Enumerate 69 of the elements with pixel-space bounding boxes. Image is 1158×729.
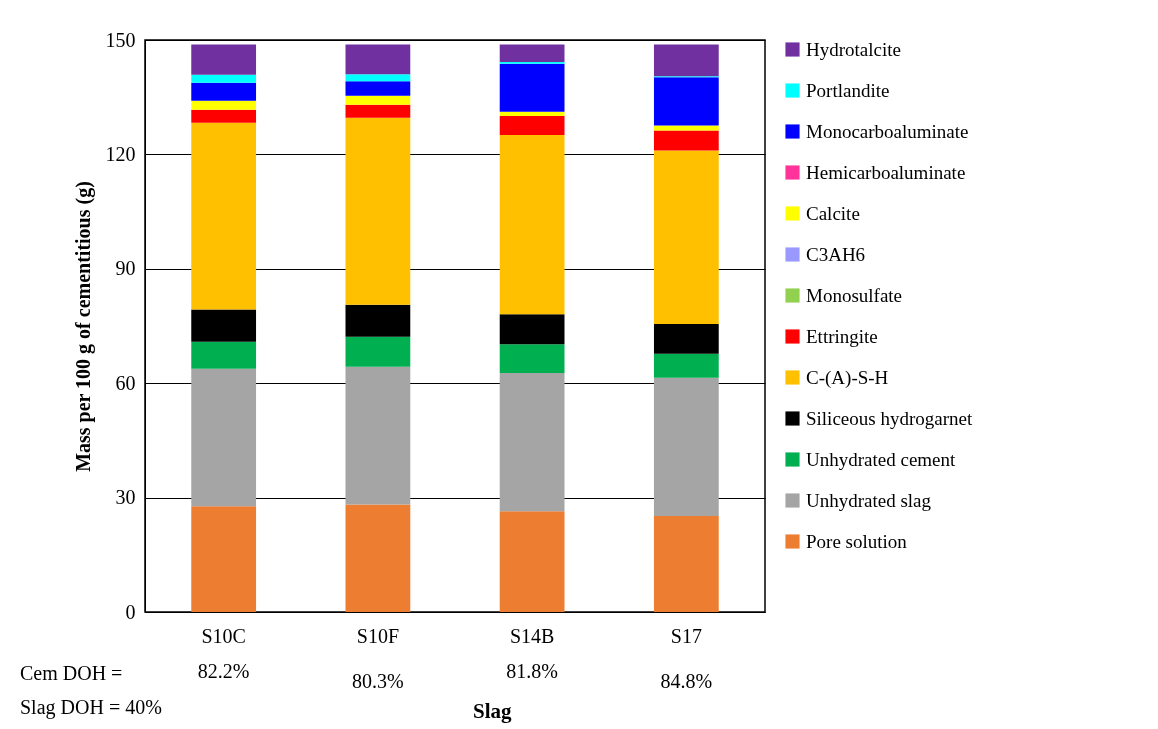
legend-label: Ettringite — [806, 325, 878, 347]
bar — [345, 104, 411, 118]
legend-label: C3AH6 — [806, 243, 866, 265]
bar — [499, 372, 565, 512]
bar — [499, 111, 565, 116]
bar — [191, 309, 257, 342]
bar — [653, 130, 719, 151]
bar — [653, 125, 719, 131]
legend-label: Pore solution — [806, 530, 908, 552]
bar — [499, 44, 565, 63]
bar — [191, 109, 257, 123]
text: Slag DOH = 40% — [20, 696, 162, 719]
bar — [653, 77, 719, 126]
bar — [191, 122, 257, 310]
bar — [345, 504, 411, 612]
legend-label: Monosulfate — [806, 284, 903, 306]
legend-label: Portlandite — [806, 79, 890, 101]
legend-label: Unhydrated cement — [806, 448, 957, 470]
bar — [345, 304, 411, 337]
bar — [345, 336, 411, 367]
x-tick-label: S10C — [201, 624, 246, 647]
bar — [345, 117, 411, 305]
y-axis-title: Mass per 100 g of cementitious (g) — [71, 181, 95, 472]
bar — [653, 377, 719, 516]
y-tick-label: 30 — [115, 486, 136, 509]
x-tick-label: S10F — [356, 624, 400, 647]
bar — [499, 511, 565, 612]
bar — [191, 74, 257, 83]
bar — [653, 515, 719, 612]
bar — [653, 44, 719, 77]
bar — [345, 44, 411, 75]
bar — [345, 366, 411, 505]
bar — [499, 134, 565, 315]
legend-label: Monocarboaluminate — [806, 120, 969, 142]
legend-label: Siliceous hydrogarnet — [806, 407, 973, 429]
bar — [345, 81, 411, 96]
bar — [499, 63, 565, 112]
bar — [345, 95, 411, 105]
bar — [345, 74, 411, 82]
bar — [499, 344, 565, 373]
y-tick-label: 120 — [105, 142, 136, 165]
text: Cem DOH = — [20, 662, 123, 684]
y-tick-label: 0 — [125, 600, 136, 623]
text: 81.8% — [506, 660, 558, 682]
bar — [191, 368, 257, 507]
legend-label: Hydrotalcite — [806, 38, 901, 60]
y-tick-label: 150 — [105, 28, 136, 51]
text: 82.2% — [197, 660, 250, 682]
legend-label: C-(A)-S-H — [806, 366, 889, 389]
y-tick-label: 60 — [115, 371, 136, 394]
bar — [499, 115, 565, 135]
text: 80.3% — [352, 670, 404, 692]
legend-label: Hemicarboaluminate — [806, 161, 966, 183]
bar — [191, 506, 257, 612]
text: 84.8% — [660, 670, 713, 692]
bar — [653, 353, 719, 378]
legend-label: Unhydrated slag — [806, 489, 932, 511]
bar — [191, 341, 257, 369]
y-tick-label: 90 — [115, 257, 136, 280]
x-tick-label: S17 — [670, 624, 702, 647]
bar — [191, 82, 257, 101]
legend-label: Calcite — [806, 202, 860, 224]
x-tick-label: S14B — [509, 624, 555, 647]
bar — [191, 100, 257, 110]
bar — [499, 314, 565, 345]
bar — [191, 44, 257, 75]
bar — [653, 150, 719, 325]
x-axis-title: Slag — [472, 699, 512, 723]
bar — [653, 324, 719, 354]
